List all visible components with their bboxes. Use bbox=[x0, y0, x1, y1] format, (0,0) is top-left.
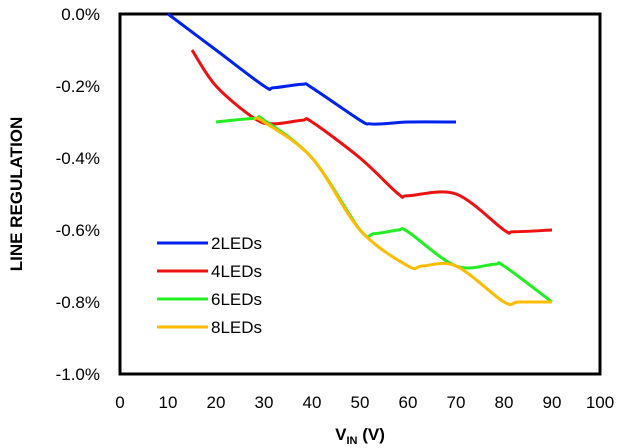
legend-entry-2: 6LEDs bbox=[157, 290, 262, 309]
y-axis-ticks: 0.0% -0.2% -0.4% -0.6% -0.8% -1.0% bbox=[56, 5, 100, 384]
x-tick-label: 10 bbox=[159, 393, 178, 412]
x-tick-label: 60 bbox=[399, 393, 418, 412]
y-tick-label: -0.2% bbox=[56, 77, 100, 96]
x-tick-label: 80 bbox=[495, 393, 514, 412]
x-axis-label-subscript: IN bbox=[346, 435, 357, 447]
y-tick-label: -0.4% bbox=[56, 149, 100, 168]
y-tick-label: -0.8% bbox=[56, 293, 100, 312]
x-axis-ticks: 0 10 20 30 40 50 60 70 80 90 100 bbox=[115, 393, 614, 412]
series-line-2leds bbox=[167, 12, 457, 126]
series-lines bbox=[167, 12, 553, 307]
legend-entry-0: 2LEDs bbox=[157, 234, 262, 253]
x-axis-label-unit: (V) bbox=[357, 425, 384, 444]
x-tick-label: 40 bbox=[303, 393, 322, 412]
y-tick-label: 0.0% bbox=[61, 5, 100, 24]
legend-entry-3: 8LEDs bbox=[157, 318, 262, 337]
legend-label-3: 8LEDs bbox=[211, 318, 262, 337]
x-tick-label: 50 bbox=[351, 393, 370, 412]
y-tick-label: -1.0% bbox=[56, 365, 100, 384]
x-tick-label: 20 bbox=[207, 393, 226, 412]
legend-entry-1: 4LEDs bbox=[157, 262, 262, 281]
x-tick-label: 0 bbox=[115, 393, 124, 412]
legend-label-2: 6LEDs bbox=[211, 290, 262, 309]
legend: 2LEDs 4LEDs 6LEDs 8LEDs bbox=[157, 234, 262, 337]
y-tick-label: -0.6% bbox=[56, 221, 100, 240]
x-tick-label: 100 bbox=[586, 393, 614, 412]
legend-label-1: 4LEDs bbox=[211, 262, 262, 281]
x-axis-label-main: V bbox=[335, 425, 347, 444]
x-tick-label: 70 bbox=[447, 393, 466, 412]
series-line-8leds bbox=[253, 116, 552, 307]
legend-label-0: 2LEDs bbox=[211, 234, 262, 253]
x-axis-label: VIN (V) bbox=[335, 425, 385, 447]
x-tick-label: 30 bbox=[255, 393, 274, 412]
x-tick-label: 90 bbox=[543, 393, 562, 412]
y-axis-label: LINE REGULATION bbox=[7, 117, 26, 272]
plot-area-border bbox=[118, 12, 602, 376]
series-line-6leds bbox=[215, 115, 553, 304]
